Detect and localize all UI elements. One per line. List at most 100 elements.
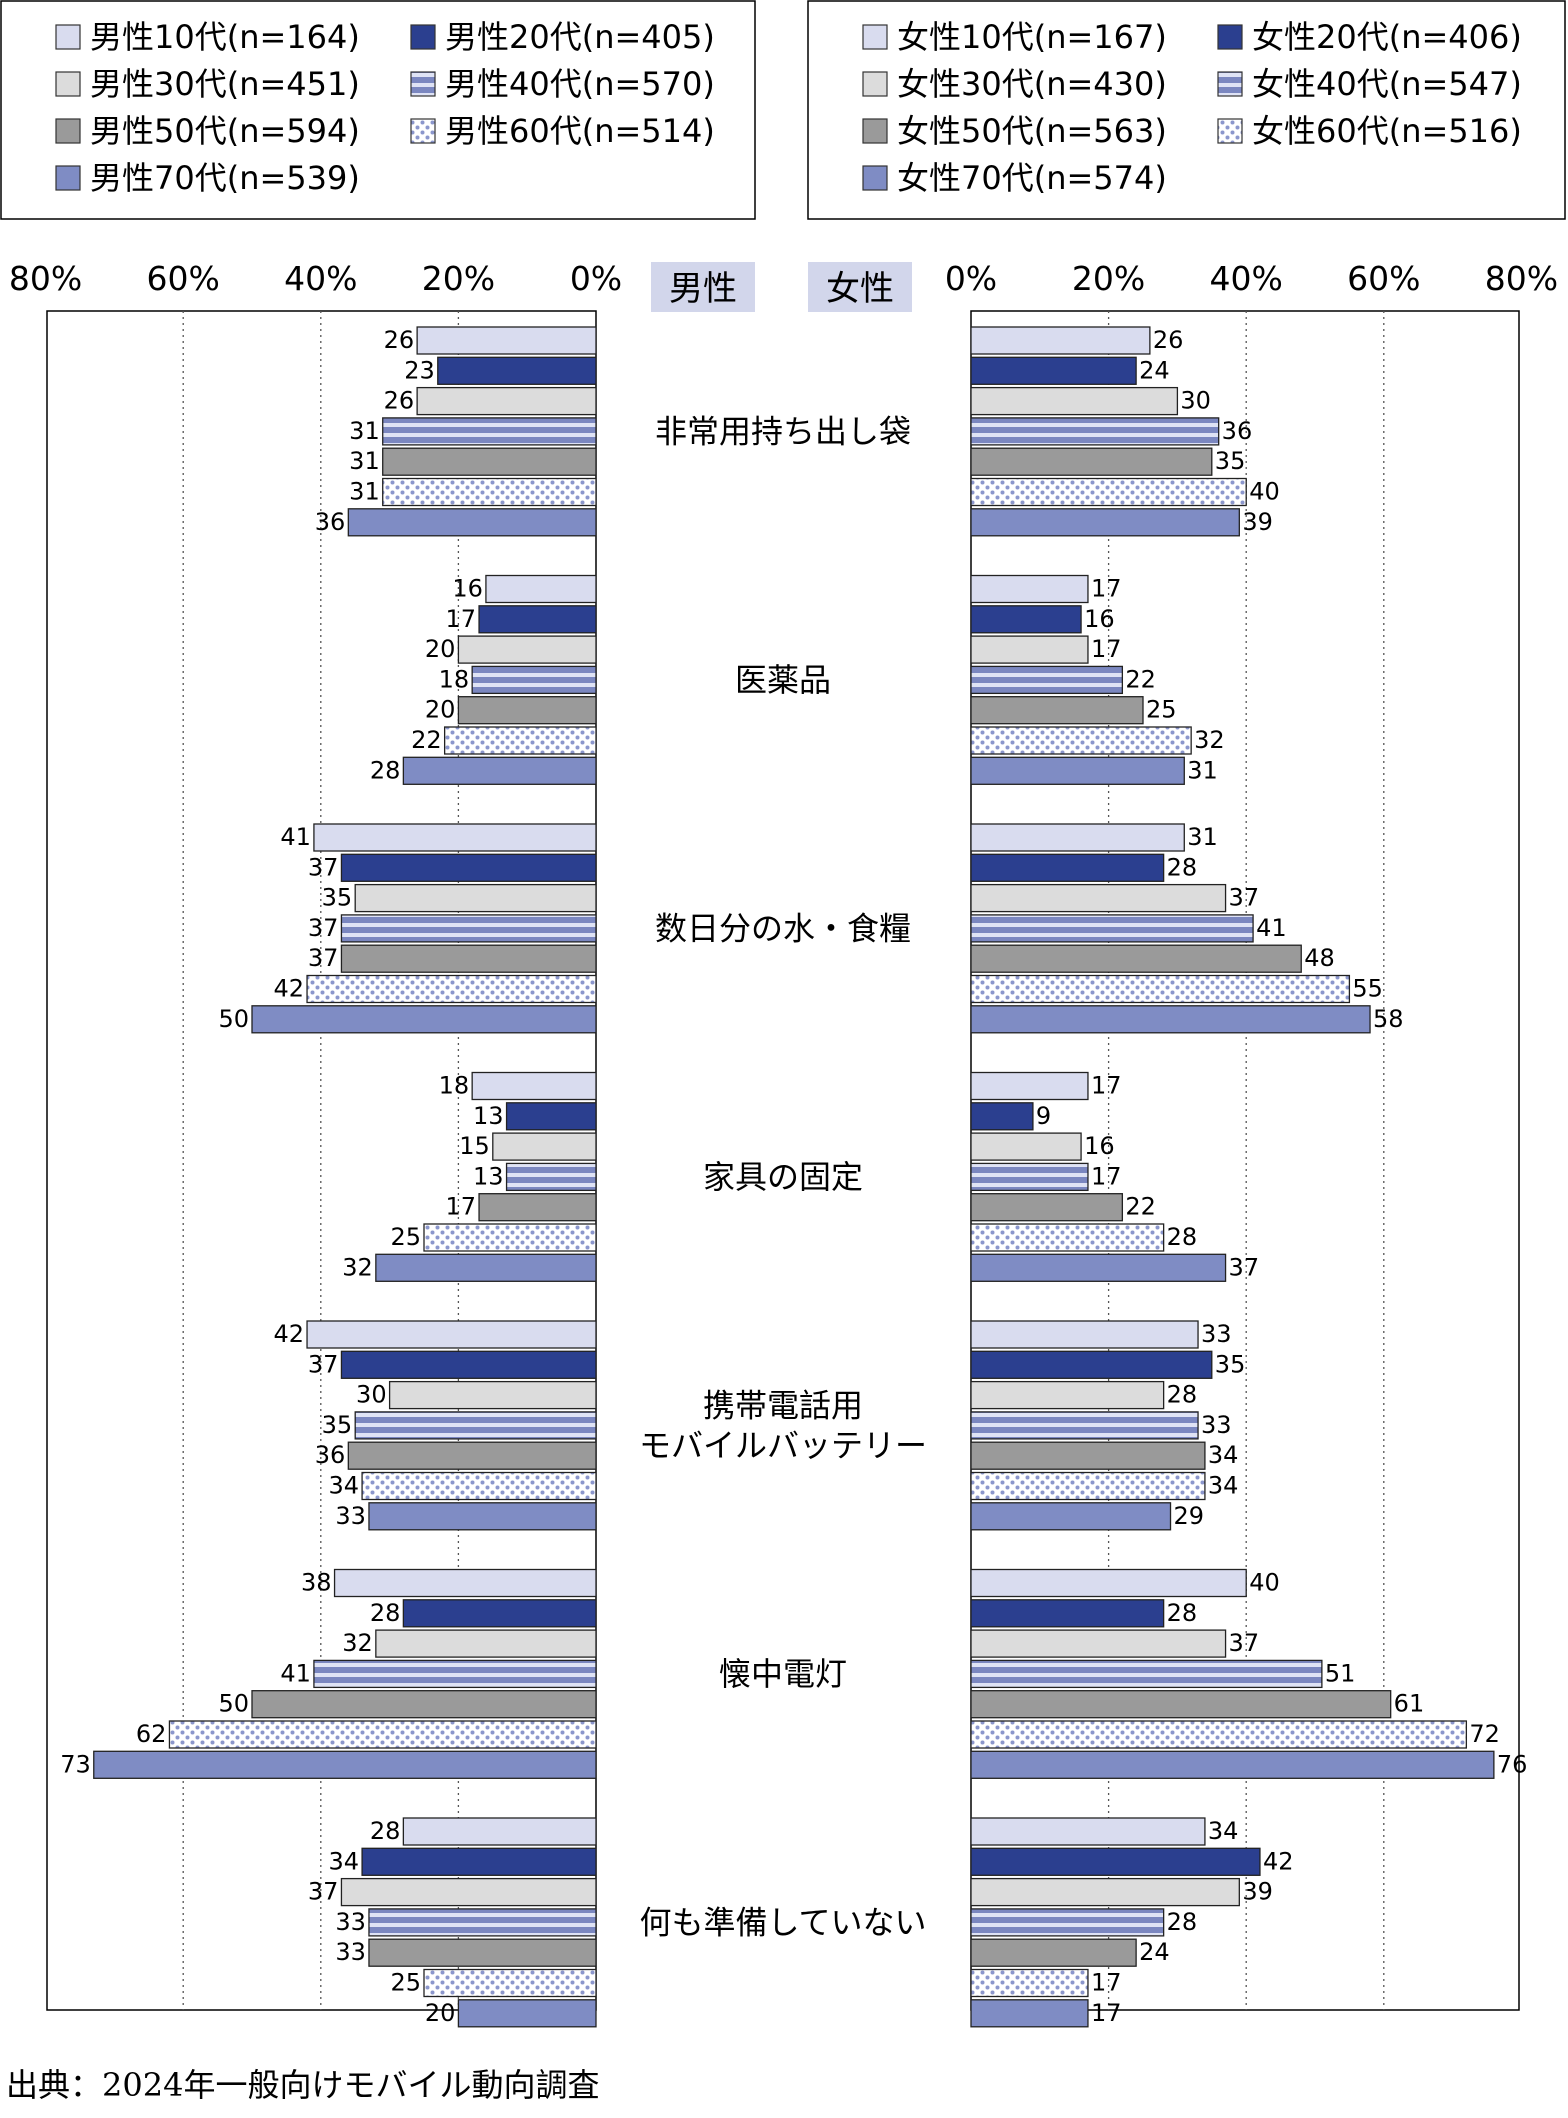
data-label: 37 <box>308 1350 339 1378</box>
legend-swatch <box>55 24 81 50</box>
legend-swatch <box>410 118 436 144</box>
bar <box>492 1132 597 1161</box>
data-label: 17 <box>445 605 476 633</box>
legend-label: 男性20代(n=405) <box>445 18 715 56</box>
data-label: 34 <box>1208 1441 1239 1469</box>
bar <box>970 1999 1089 2028</box>
legend-swatch <box>410 71 436 97</box>
data-label: 30 <box>356 1381 387 1409</box>
bar <box>970 823 1185 852</box>
data-label: 17 <box>1091 635 1122 663</box>
bar <box>368 1502 597 1531</box>
tick-label: 20% <box>422 259 495 298</box>
tick-label: 80% <box>1485 259 1558 298</box>
bar <box>485 574 597 604</box>
data-label: 76 <box>1497 1750 1528 1778</box>
bar <box>970 1253 1227 1282</box>
data-label: 32 <box>342 1253 373 1281</box>
data-label: 42 <box>273 1320 304 1348</box>
bar <box>970 635 1089 664</box>
data-label: 20 <box>425 635 456 663</box>
bar <box>970 1568 1247 1598</box>
category-label: 懐中電灯 <box>719 1655 847 1693</box>
data-label: 42 <box>1263 1847 1294 1875</box>
bar <box>970 1502 1172 1531</box>
bar <box>970 756 1185 785</box>
legend-label: 女性20代(n=406) <box>1252 18 1522 56</box>
legend-label: 男性10代(n=164) <box>90 18 360 56</box>
bar <box>970 574 1089 604</box>
data-label: 73 <box>60 1750 91 1778</box>
data-label: 13 <box>473 1162 504 1190</box>
legend-swatch <box>55 71 81 97</box>
data-label: 72 <box>1469 1720 1500 1748</box>
data-label: 40 <box>1249 1569 1280 1597</box>
data-label: 37 <box>308 914 339 942</box>
bar <box>970 1320 1199 1349</box>
bar <box>970 1629 1227 1658</box>
bar <box>361 1847 597 1876</box>
legend-swatch <box>1217 24 1243 50</box>
bar <box>375 1253 597 1282</box>
data-label: 28 <box>1167 1599 1198 1627</box>
data-label: 33 <box>335 1502 366 1530</box>
data-label: 58 <box>1373 1005 1404 1033</box>
bar <box>970 1877 1240 1907</box>
legend-label: 男性40代(n=570) <box>445 65 715 103</box>
data-label: 37 <box>1229 884 1260 912</box>
bar <box>970 356 1137 385</box>
tick-label: 0% <box>570 259 622 298</box>
data-label: 33 <box>335 1938 366 1966</box>
bar <box>970 1659 1323 1689</box>
data-label: 24 <box>1139 1938 1170 1966</box>
category-label: 携帯電話用モバイルバッテリー <box>639 1386 927 1464</box>
bar <box>970 1690 1392 1719</box>
bar <box>970 1411 1199 1440</box>
bar <box>970 417 1220 446</box>
data-label: 32 <box>342 1629 373 1657</box>
data-label: 41 <box>1256 914 1287 942</box>
legend-label: 女性30代(n=430) <box>897 65 1167 103</box>
data-label: 32 <box>1194 726 1225 754</box>
tick-label: 80% <box>9 259 82 298</box>
data-label: 22 <box>1125 665 1156 693</box>
data-label: 17 <box>1091 1162 1122 1190</box>
bar <box>382 417 597 446</box>
data-label: 34 <box>1208 1472 1239 1500</box>
legend-swatch <box>1217 118 1243 144</box>
bar <box>970 1817 1206 1846</box>
bar <box>970 326 1151 355</box>
bar <box>471 1071 597 1101</box>
data-label: 31 <box>1187 823 1218 851</box>
bar <box>402 1599 597 1628</box>
data-label: 33 <box>335 1908 366 1936</box>
data-label: 50 <box>218 1690 249 1718</box>
data-label: 51 <box>1325 1659 1356 1687</box>
bar <box>970 508 1240 537</box>
legend-label: 男性50代(n=594) <box>90 112 360 150</box>
bar <box>340 944 597 973</box>
category-label: 医薬品 <box>735 661 831 699</box>
data-label: 20 <box>425 696 456 724</box>
data-label: 28 <box>370 1817 401 1845</box>
data-label: 37 <box>1229 1253 1260 1281</box>
data-label: 35 <box>1215 1350 1246 1378</box>
data-label: 36 <box>1222 417 1253 445</box>
legend-swatch <box>410 24 436 50</box>
data-label: 18 <box>439 1072 470 1100</box>
legend-swatch <box>862 24 888 50</box>
legend-label: 男性30代(n=451) <box>90 65 360 103</box>
data-label: 55 <box>1352 975 1383 1003</box>
bar <box>970 1223 1165 1252</box>
legend-swatch <box>862 71 888 97</box>
bar <box>471 665 597 695</box>
legend-label: 女性60代(n=516) <box>1252 112 1522 150</box>
bar <box>970 1193 1124 1222</box>
data-label: 16 <box>1084 605 1115 633</box>
legend-label: 女性10代(n=167) <box>897 18 1167 56</box>
bar <box>970 1968 1089 1998</box>
data-label: 17 <box>445 1193 476 1221</box>
bar <box>402 756 597 785</box>
bar <box>457 635 597 664</box>
